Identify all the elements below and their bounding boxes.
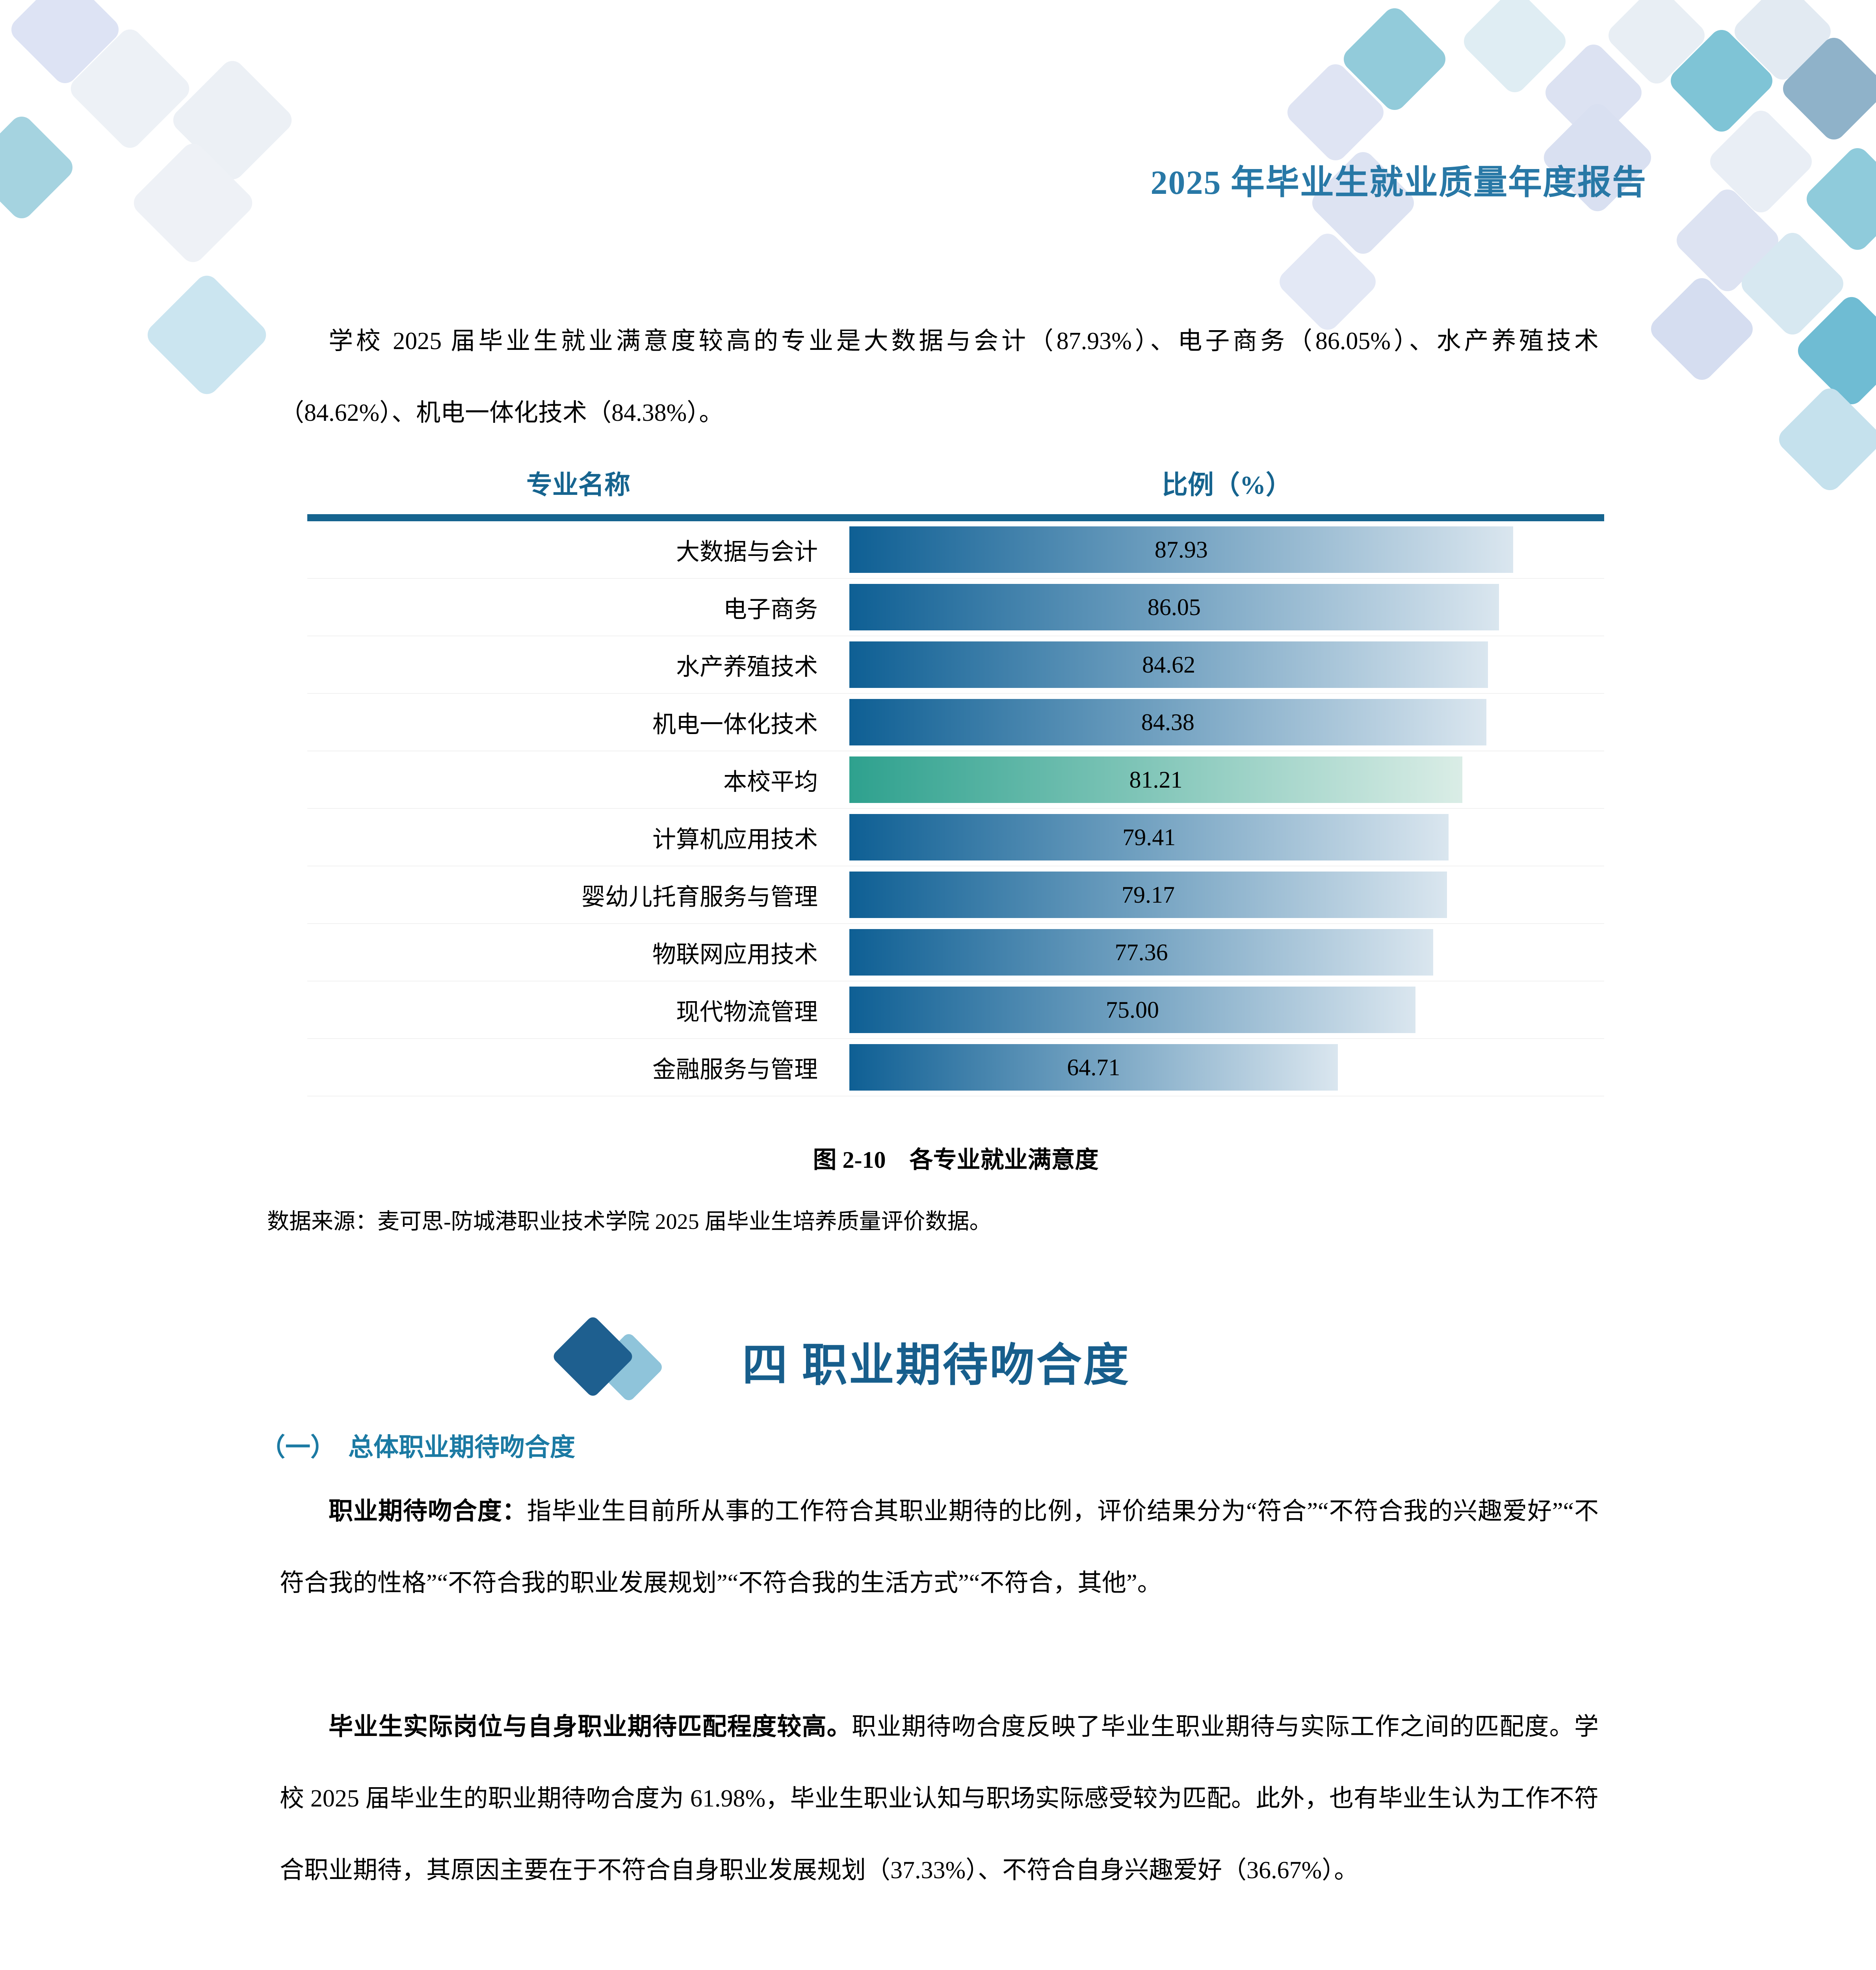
section-heading: 四 职业期待吻合度 (742, 1340, 1130, 1390)
bar-value-label: 79.17 (1121, 881, 1175, 908)
bar-highlight: 81.21 (849, 756, 1462, 803)
column-header-ratio: 比例（%） (1162, 471, 1292, 500)
decorative-diamond (1774, 383, 1876, 495)
bar: 86.05 (849, 584, 1499, 630)
page-header-title: 2025 年毕业生就业质量年度报告 (1150, 164, 1647, 201)
decorative-diamond (1646, 273, 1758, 385)
category-label: 金融服务与管理 (652, 1056, 818, 1083)
bar-track: 79.17 (849, 866, 1604, 923)
satisfaction-bar-chart: 专业名称 比例（%） 大数据与会计 87.93 电子商务 86.05 水产养殖技术 84.… (307, 451, 1604, 1097)
bar-value-label: 77.36 (1114, 939, 1168, 965)
bar-value-label: 86.05 (1147, 594, 1201, 620)
category-label: 大数据与会计 (676, 539, 818, 565)
bar-track: 79.41 (849, 809, 1604, 866)
chart-header-divider (307, 514, 1604, 521)
chart-row: 机电一体化技术 84.38 (307, 694, 1604, 751)
bar-track: 87.93 (849, 521, 1604, 578)
bold-run: 毕业生实际岗位与自身职业期待匹配程度较高。 (329, 1714, 852, 1740)
bar: 75.00 (849, 987, 1415, 1033)
decorative-diamond (143, 271, 271, 399)
figure-caption: 图 2-10 各专业就业满意度 (813, 1147, 1099, 1173)
category-label: 水产养殖技术 (676, 654, 818, 680)
chart-row: 水产养殖技术 84.62 (307, 636, 1604, 694)
decorative-diamond (1802, 143, 1876, 255)
text-run: 指毕业生目前所从事的工作符合其职业期待的比例，评价结果分为“符合”“不符合我的兴… (280, 1498, 1599, 1596)
text-run: 职业期待吻合度反映了毕业生职业期待与实际工作之间的匹配度。学校 2025 届毕业… (280, 1714, 1599, 1884)
bar: 79.17 (849, 872, 1447, 918)
decorative-diamond (0, 112, 78, 223)
paragraph-satisfaction-summary: 学校 2025 届毕业生就业满意度较高的专业是大数据与会计（87.93%）、电子… (280, 305, 1599, 449)
subsection-heading: （一） 总体职业期待吻合度 (260, 1433, 575, 1461)
bar: 79.41 (849, 814, 1449, 860)
chart-row: 婴幼儿托育服务与管理 79.17 (307, 866, 1604, 924)
chart-row: 现代物流管理 75.00 (307, 981, 1604, 1039)
category-label: 本校平均 (723, 769, 818, 795)
chart-row: 物联网应用技术 77.36 (307, 924, 1604, 981)
bar-track: 81.21 (849, 751, 1604, 808)
bar-track: 84.38 (849, 694, 1604, 751)
bar-track: 75.00 (849, 981, 1604, 1038)
chart-row: 金融服务与管理 64.71 (307, 1039, 1604, 1097)
bar: 84.38 (849, 699, 1486, 745)
category-label: 物联网应用技术 (652, 941, 818, 968)
category-label: 现代物流管理 (676, 999, 818, 1025)
chart-rows: 大数据与会计 87.93 电子商务 86.05 水产养殖技术 84.62 机电一体化技术 84… (307, 521, 1604, 1097)
bar-track: 77.36 (849, 924, 1604, 981)
category-label: 机电一体化技术 (652, 711, 818, 738)
text-run: 学校 2025 届毕业生就业满意度较高的专业是大数据与会计（87.93%）、电子… (280, 328, 1599, 426)
bar-track: 84.62 (849, 636, 1604, 693)
paragraph-definition: 职业期待吻合度：指毕业生目前所从事的工作符合其职业期待的比例，评价结果分为“符合… (280, 1476, 1599, 1619)
category-label: 计算机应用技术 (652, 826, 818, 853)
bold-run: 职业期待吻合度： (329, 1498, 527, 1525)
bar-value-label: 84.38 (1141, 709, 1194, 735)
chart-row: 大数据与会计 87.93 (307, 521, 1604, 579)
bar-value-label: 84.62 (1142, 651, 1196, 678)
column-header-major: 专业名称 (526, 471, 630, 500)
chart-row: 本校平均 81.21 (307, 751, 1604, 809)
chart-row: 电子商务 86.05 (307, 579, 1604, 636)
paragraph-match-analysis: 毕业生实际岗位与自身职业期待匹配程度较高。职业期待吻合度反映了毕业生职业期待与实… (280, 1691, 1599, 1906)
bar-value-label: 75.00 (1106, 996, 1159, 1023)
bar-track: 86.05 (849, 579, 1604, 636)
bar-value-label: 87.93 (1154, 536, 1208, 563)
chart-column-headers: 专业名称 比例（%） (307, 451, 1604, 514)
bar-value-label: 81.21 (1129, 766, 1183, 793)
bar: 64.71 (849, 1044, 1338, 1091)
category-label: 婴幼儿托育服务与管理 (581, 884, 818, 910)
category-label: 电子商务 (723, 596, 818, 623)
bar: 87.93 (849, 526, 1513, 573)
bar: 77.36 (849, 929, 1434, 976)
chart-row: 计算机应用技术 79.41 (307, 809, 1604, 866)
bar: 84.62 (849, 641, 1488, 688)
bar-value-label: 79.41 (1122, 824, 1176, 850)
bar-track: 64.71 (849, 1039, 1604, 1096)
data-source-note: 数据来源：麦可思-防城港职业技术学院 2025 届毕业生培养质量评价数据。 (267, 1210, 992, 1234)
bar-value-label: 64.71 (1067, 1054, 1120, 1080)
